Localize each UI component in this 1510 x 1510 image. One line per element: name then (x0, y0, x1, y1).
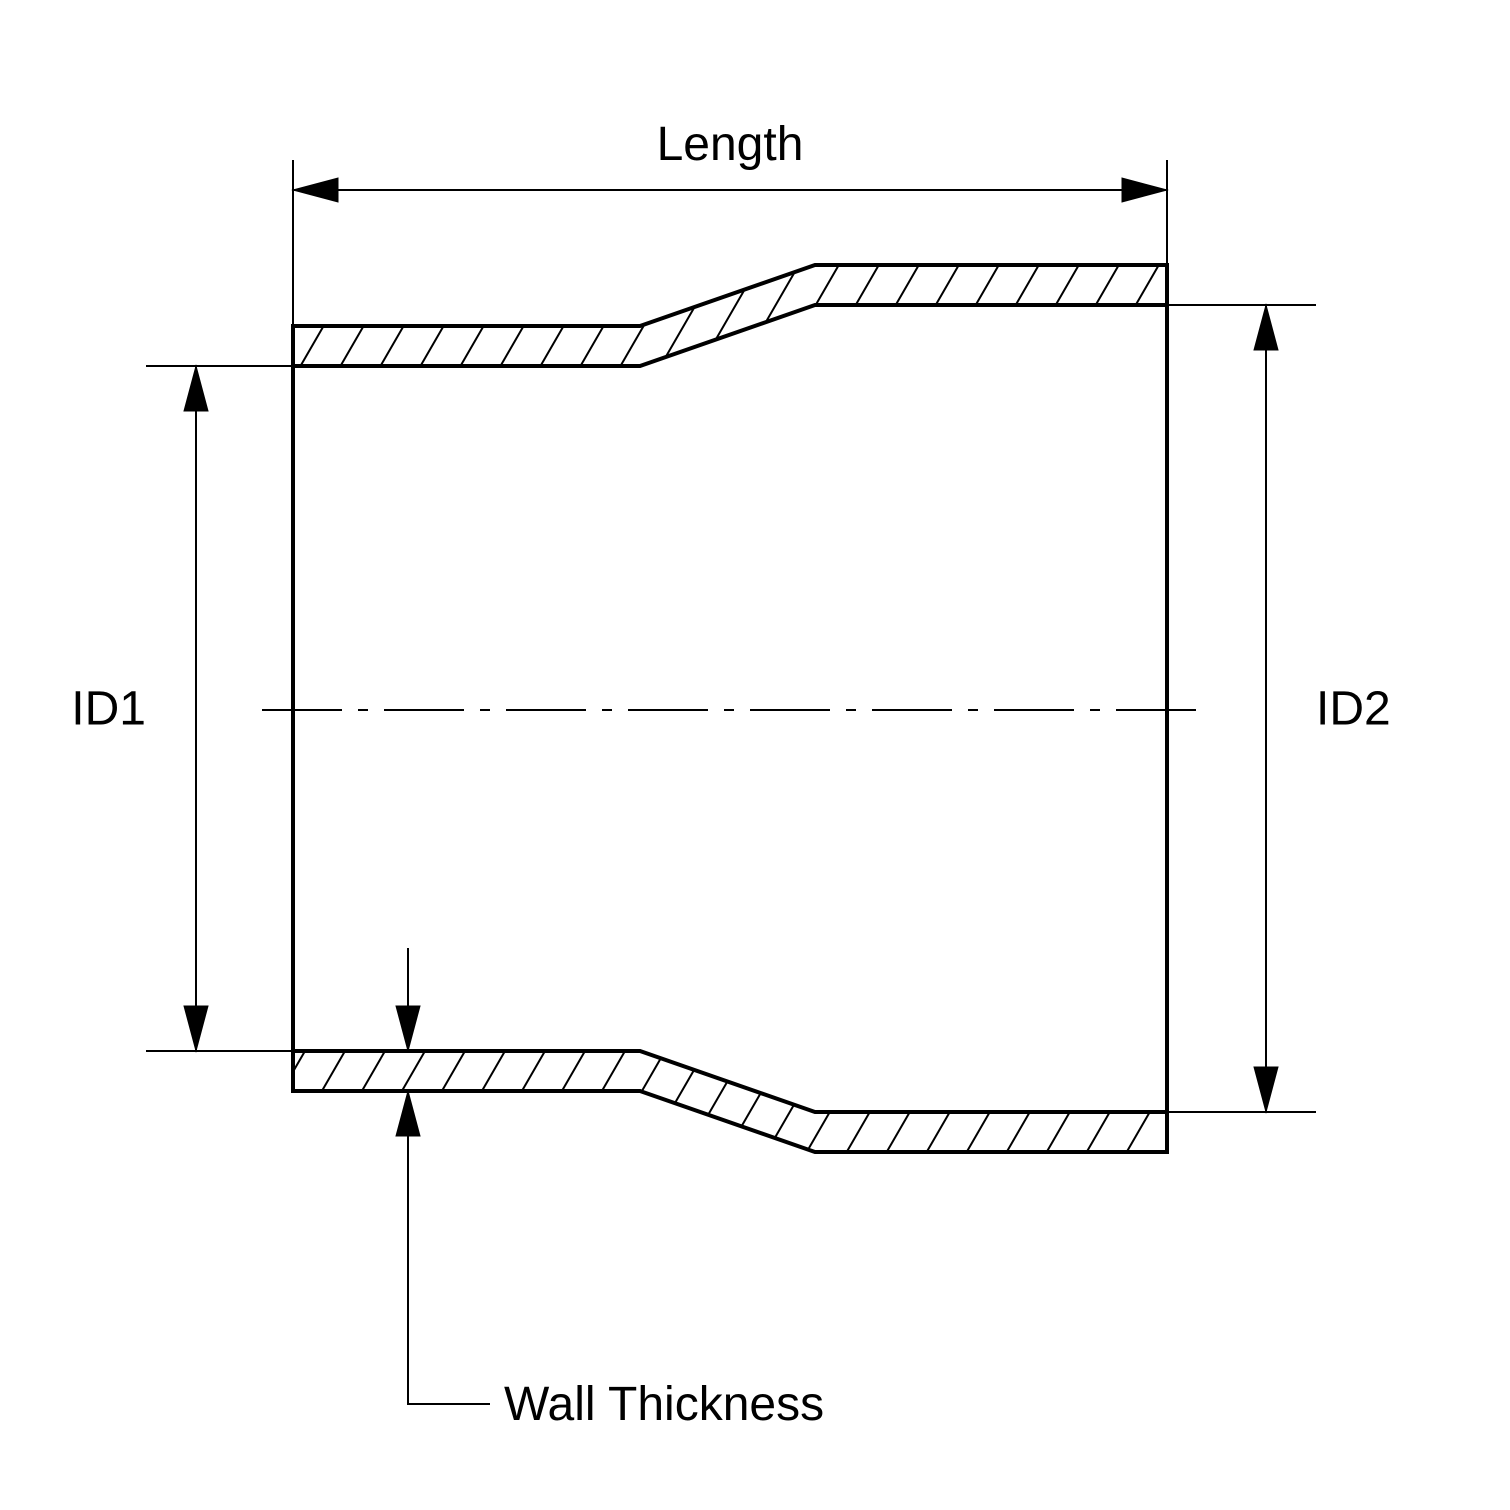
id1-label: ID1 (71, 683, 146, 736)
wall-thickness-label: Wall Thickness (504, 1378, 824, 1431)
id2-label: ID2 (1316, 683, 1391, 736)
length-label: Length (657, 118, 804, 171)
